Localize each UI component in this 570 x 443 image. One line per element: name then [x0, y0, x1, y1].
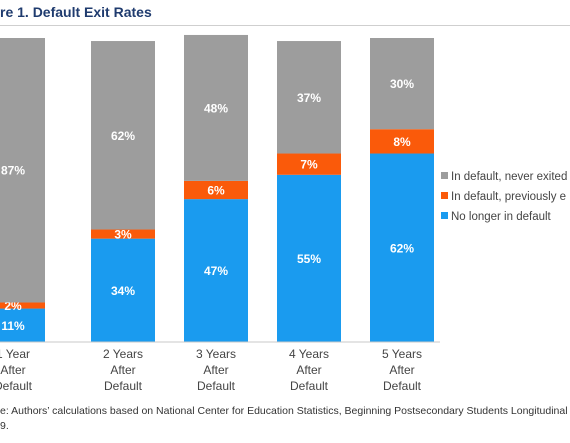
x-tick-label: After	[110, 363, 135, 377]
data-label: 37%	[297, 91, 321, 105]
source-note-line: 9.	[0, 420, 9, 432]
data-label: 11%	[1, 319, 25, 333]
x-tick-label: After	[203, 363, 228, 377]
title-divider	[0, 25, 570, 26]
bar-segment	[370, 38, 434, 130]
legend-label: In default, previously e	[451, 191, 566, 203]
x-tick-label: 5 Years	[382, 347, 422, 361]
bar-segment	[91, 238, 155, 342]
bar-segment	[0, 38, 45, 303]
data-label: 47%	[204, 264, 228, 278]
x-tick-label: 3 Years	[196, 347, 236, 361]
legend-label: No longer in default	[451, 211, 552, 223]
data-label: 30%	[390, 77, 414, 91]
x-tick-label: Default	[104, 379, 143, 393]
source-note: e: Authors’ calculations based on Nation…	[0, 404, 570, 434]
data-label: 7%	[300, 158, 318, 172]
x-tick-label: 1 Year	[0, 347, 30, 361]
bar-segment	[277, 41, 341, 154]
x-tick-label: After	[0, 363, 25, 377]
data-label: 62%	[390, 241, 414, 255]
bar-segment	[184, 180, 248, 200]
x-tick-label: Default	[290, 379, 329, 393]
legend-label: In default, never exited	[451, 171, 567, 183]
data-label: 6%	[207, 184, 225, 198]
x-tick-label: After	[296, 363, 321, 377]
source-note-line: e: Authors’ calculations based on Nation…	[0, 405, 568, 417]
legend-swatch	[441, 192, 448, 199]
data-label: 55%	[297, 252, 321, 266]
data-label: 34%	[111, 284, 135, 298]
legend-swatch	[441, 172, 448, 179]
data-label: 3%	[114, 228, 132, 242]
bar-segment	[370, 129, 434, 154]
bar-segment	[370, 153, 434, 342]
bar-segment	[184, 199, 248, 342]
data-label: 87%	[1, 164, 25, 178]
x-tick-label: Default	[197, 379, 236, 393]
bar-segment	[0, 308, 45, 342]
bar-segment	[91, 41, 155, 230]
x-tick-label: 2 Years	[103, 347, 143, 361]
bar-segment	[277, 153, 341, 175]
data-label: 2%	[4, 299, 22, 313]
chart-title: re 1. Default Exit Rates	[0, 4, 152, 20]
x-tick-label: Default	[0, 379, 33, 393]
data-label: 8%	[393, 135, 411, 149]
bar-segment	[184, 34, 248, 181]
x-tick-label: 4 Years	[289, 347, 329, 361]
x-tick-label: Default	[383, 379, 422, 393]
bar-segment	[91, 229, 155, 239]
data-label: 48%	[204, 101, 228, 115]
bar-segment	[0, 302, 45, 309]
bar-segment	[277, 174, 341, 342]
data-label: 62%	[111, 129, 135, 143]
x-tick-label: After	[389, 363, 414, 377]
legend-swatch	[441, 212, 448, 219]
